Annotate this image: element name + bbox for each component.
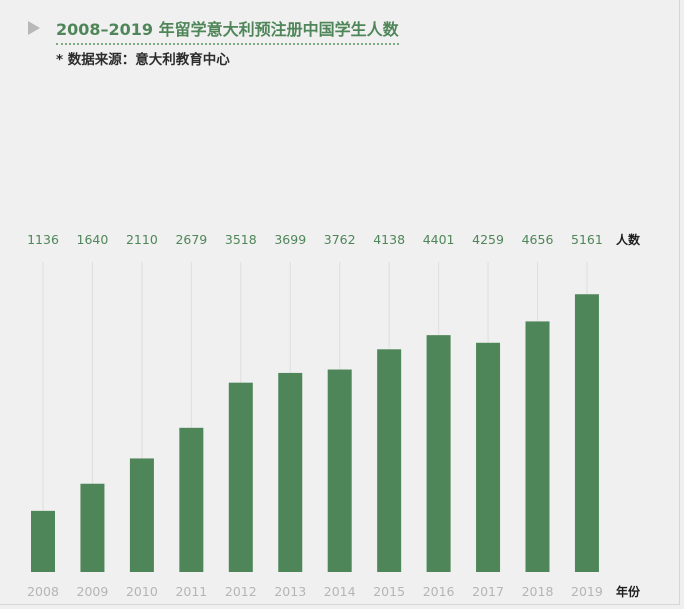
bar — [525, 321, 550, 572]
year-tick-label: 2011 — [175, 584, 207, 599]
chart-title: 2008–2019 年留学意大利预注册中国学生人数 — [56, 16, 399, 45]
year-tick-label: 2015 — [373, 584, 405, 599]
year-tick-label: 2019 — [571, 584, 603, 599]
bar — [476, 342, 501, 572]
value-label: 1640 — [77, 232, 109, 247]
bar — [426, 335, 451, 572]
value-label: 3518 — [225, 232, 257, 247]
year-tick-label: 2017 — [472, 584, 504, 599]
value-label: 4138 — [373, 232, 405, 247]
play-triangle-icon — [28, 21, 40, 35]
y-axis-title: 人数 — [616, 232, 641, 247]
year-tick-label: 2016 — [423, 584, 455, 599]
year-tick-label: 2010 — [126, 584, 158, 599]
value-label: 3762 — [324, 232, 356, 247]
value-label: 2110 — [126, 232, 158, 247]
value-label: 3699 — [274, 232, 306, 247]
bar — [327, 369, 352, 572]
value-label: 4656 — [522, 232, 554, 247]
value-label: 1136 — [27, 232, 59, 247]
bar — [80, 483, 105, 572]
bar — [31, 510, 55, 572]
year-tick-label: 2012 — [225, 584, 257, 599]
x-axis-title: 年份 — [616, 584, 641, 599]
year-tick-label: 2008 — [27, 584, 59, 599]
year-tick-label: 2013 — [274, 584, 306, 599]
value-label: 4259 — [472, 232, 504, 247]
bar — [179, 427, 204, 572]
data-source-note: * 数据来源：意大利教育中心 — [56, 52, 230, 68]
bar — [574, 294, 599, 572]
year-tick-label: 2014 — [324, 584, 356, 599]
value-label: 2679 — [175, 232, 207, 247]
value-label: 4401 — [423, 232, 455, 247]
bar — [278, 372, 303, 572]
bar — [377, 349, 402, 572]
year-tick-label: 2018 — [522, 584, 554, 599]
value-label: 5161 — [571, 232, 603, 247]
year-tick-label: 2009 — [77, 584, 109, 599]
bar — [228, 382, 253, 572]
bar — [129, 458, 154, 572]
